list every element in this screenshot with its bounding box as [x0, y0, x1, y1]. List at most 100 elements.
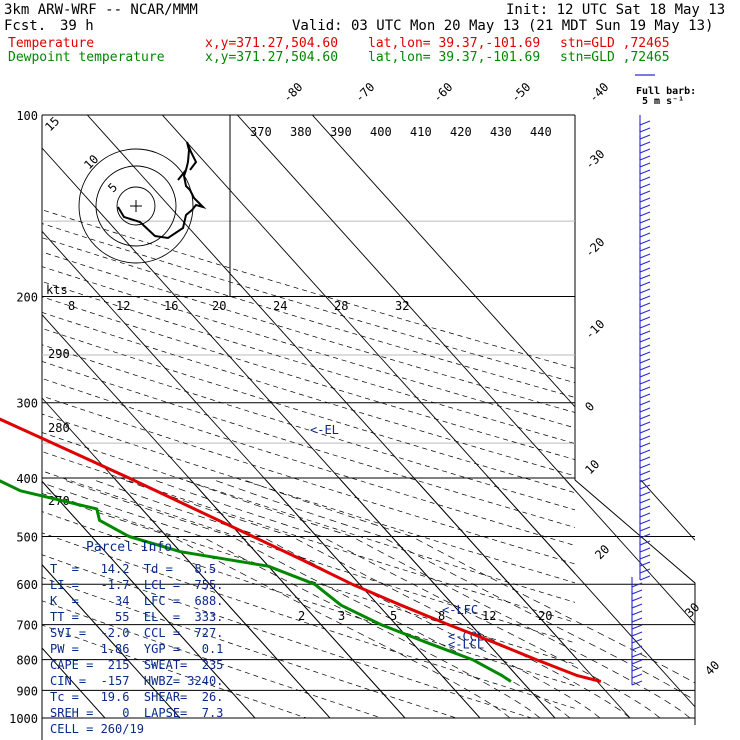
pressure-tick-label: 100	[16, 109, 38, 123]
temperature-stn: stn=GLD ,72465	[560, 36, 670, 51]
dry-adiabat-line	[42, 470, 575, 644]
wind-barb-staff	[639, 526, 651, 532]
dry-adiabat-line	[42, 312, 575, 477]
wind-barb-staff	[639, 449, 651, 455]
isotherm-line	[640, 480, 695, 541]
wind-barb-staff	[639, 204, 651, 210]
wind-barb-staff	[631, 610, 643, 616]
valid-time: Valid: 03 UTC Mon 20 May 13 (21 MDT Sun …	[292, 18, 714, 34]
dry-adiabat-line	[42, 266, 575, 429]
wind-barb-staff	[639, 372, 651, 378]
moist-adiabat-line	[42, 482, 541, 719]
moist-adiabat-line	[93, 480, 601, 719]
mixing-ratio-label: 3	[338, 609, 345, 623]
dry-adiabat-line	[42, 328, 575, 494]
wind-barb-staff	[639, 323, 651, 329]
mixing-ratio-upper-label: 12	[116, 299, 130, 313]
wind-barb-staff	[639, 302, 651, 308]
moist-adiabat-line	[153, 480, 661, 719]
wind-barb-staff	[631, 596, 643, 602]
theta-e-label: 440	[530, 125, 552, 139]
wind-barb-staff	[639, 246, 651, 252]
wind-barb-staff	[639, 393, 651, 399]
wind-barb-staff	[639, 456, 651, 462]
isotherm-tick-label: -80	[280, 80, 305, 105]
full-barb-label: Full barb:	[636, 86, 697, 97]
wind-barb-staff	[639, 225, 651, 231]
isotherm-tick-label: -40	[586, 80, 611, 105]
dewpoint-stn: stn=GLD ,72465	[560, 50, 670, 65]
temperature-xy: x,y=371.27,504.60	[205, 36, 339, 51]
temperature-legend: Temperature	[8, 36, 95, 51]
wind-barb-staff	[631, 659, 643, 665]
isotherm-line	[115, 480, 331, 719]
isotherm-line	[565, 480, 695, 625]
wind-barb-staff	[639, 127, 651, 133]
parcel-row: CELL = 260/19	[50, 722, 144, 736]
wind-barb-staff	[639, 337, 651, 343]
isotherm-tick-label: -60	[430, 80, 455, 105]
dewpoint-line	[0, 479, 512, 683]
parcel-row: SVI = -2.0 CCL = 727.	[50, 626, 224, 640]
wind-barb-staff	[639, 512, 651, 518]
wind-barb-staff	[639, 134, 651, 140]
mixing-ratio-label: 5	[390, 609, 397, 623]
dry-adiabat-line	[42, 251, 575, 413]
isotherm-tick-label: -20	[582, 235, 607, 260]
dewpoint-latlon: lat,lon= 39.37,-101.69	[368, 50, 541, 65]
wind-barb-staff	[639, 568, 651, 574]
dry-adiabat-line	[42, 532, 575, 709]
wind-barb-staff	[639, 232, 651, 238]
wind-barb-staff	[639, 505, 651, 511]
isotherm-tick-label: 0	[582, 399, 597, 414]
wind-barb-staff	[639, 218, 651, 224]
wind-barb-staff	[639, 120, 651, 126]
wind-barb-staff	[639, 295, 651, 301]
wind-barbs	[631, 74, 655, 686]
isotherm-line	[340, 480, 556, 719]
wind-barb-staff	[639, 428, 651, 434]
right-axis-lower	[574, 479, 696, 725]
hodograph-ring-label: 15	[42, 114, 62, 134]
isotherm-tick-label: -50	[508, 80, 533, 105]
theta-label: 280	[48, 421, 70, 435]
moist-adiabat-line	[123, 480, 631, 719]
theta-label: 290	[48, 347, 70, 361]
pressure-tick-label: 400	[16, 472, 38, 486]
forecast-label: Fcst.	[4, 18, 47, 34]
dry-adiabat-line	[42, 554, 532, 719]
wind-barb-staff	[639, 211, 651, 217]
hodograph-ring	[116, 186, 156, 226]
isotherm-tick-label: 30	[682, 600, 702, 620]
wind-barb-staff	[639, 141, 651, 147]
wind-barb-staff	[639, 400, 651, 406]
hodograph: 5 10 15 kts	[42, 114, 231, 297]
hodograph-trace	[117, 141, 207, 240]
theta-e-label: 430	[490, 125, 512, 139]
el-label: <-EL	[310, 423, 339, 437]
wind-barb-staff	[631, 638, 643, 644]
mixing-ratio-upper-label: 20	[212, 299, 226, 313]
dewpoint-legend: Dewpoint temperature	[8, 50, 165, 65]
temperature-latlon: lat,lon= 39.37,-101.69	[368, 36, 541, 51]
pressure-tick-label: 900	[16, 684, 38, 698]
dry-adiabat-line	[42, 600, 382, 719]
wind-barb-staff	[639, 148, 651, 154]
wind-barb-staff	[631, 680, 643, 686]
wind-barb-staff	[639, 463, 651, 469]
wind-barb-staff	[639, 470, 651, 476]
dry-adiabat-line	[42, 432, 575, 603]
wind-barb-staff	[639, 358, 651, 364]
wind-barb-staff	[639, 442, 651, 448]
wind-barb-staff	[639, 267, 651, 273]
pressure-tick-label: 800	[16, 654, 38, 668]
wind-barb-staff	[639, 547, 651, 553]
wind-barb-staff	[639, 421, 651, 427]
hodograph-units-label: kts	[46, 283, 68, 297]
wind-barb	[639, 115, 651, 126]
wind-barb-staff	[631, 645, 643, 651]
wind-barb-staff	[631, 652, 643, 658]
lfc-label: <-LFC	[442, 603, 478, 617]
mixing-ratio-label: 8	[438, 609, 445, 623]
